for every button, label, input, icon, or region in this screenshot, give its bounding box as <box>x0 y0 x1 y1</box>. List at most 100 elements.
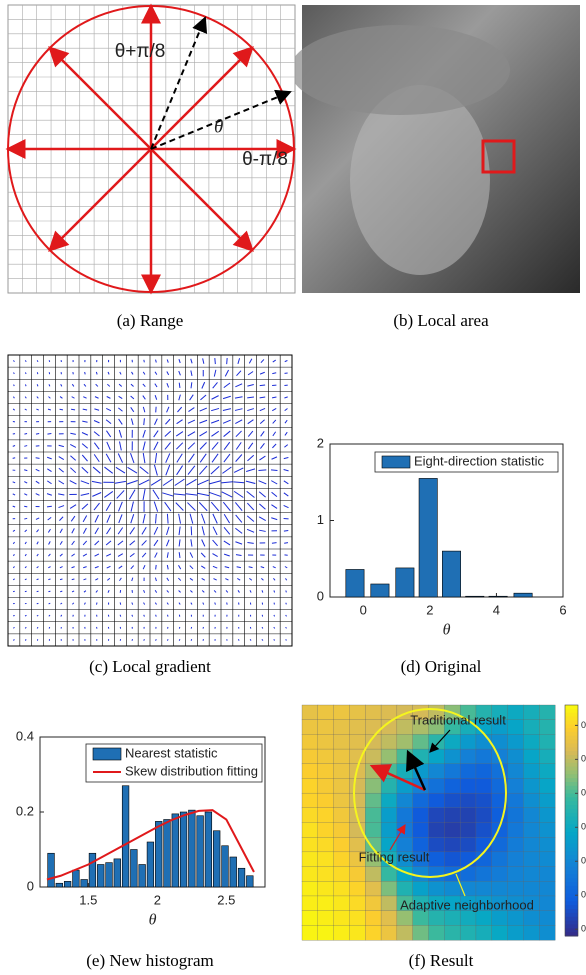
heat-cell <box>349 778 365 793</box>
colorbar-step <box>565 844 578 848</box>
heat-cell <box>318 764 334 779</box>
heat-cell <box>302 705 318 720</box>
colorbar-step <box>565 836 578 840</box>
gradient-arrow <box>37 627 38 628</box>
heat-cell <box>413 867 429 882</box>
colorbar-step <box>565 736 578 740</box>
heat-cell <box>429 911 445 926</box>
heat-cell <box>318 823 334 838</box>
colorbar-step <box>565 921 578 925</box>
colorbar-step <box>565 794 578 798</box>
heat-cell <box>429 808 445 823</box>
heat-cell <box>302 823 318 838</box>
heat-cell <box>334 896 350 911</box>
colorbar-step <box>565 805 578 809</box>
colorbar-step <box>565 801 578 805</box>
heat-cell <box>381 867 397 882</box>
colorbar-step <box>565 763 578 767</box>
bar <box>466 596 484 597</box>
heat-cell <box>381 749 397 764</box>
gradient-arrow <box>179 383 180 388</box>
heat-cell <box>539 734 555 749</box>
colorbar-step <box>565 740 578 744</box>
heat-cell <box>476 793 492 808</box>
heat-cell <box>334 734 350 749</box>
bar <box>131 850 138 888</box>
heat-cell <box>476 867 492 882</box>
heat-cell <box>539 881 555 896</box>
heat-cell <box>365 896 381 911</box>
heat-cell <box>302 925 318 940</box>
bar <box>73 870 80 887</box>
gradient-arrow <box>60 579 62 580</box>
heat-cell <box>381 778 397 793</box>
heat-cell <box>508 749 524 764</box>
colorbar-step <box>565 824 578 828</box>
annotation: Adaptive neighborhood <box>400 897 534 912</box>
gradient-arrow <box>60 409 63 410</box>
heat-cell <box>539 778 555 793</box>
colorbar-step <box>565 813 578 817</box>
gradient-arrow <box>24 518 27 519</box>
caption: (c) Local gradient <box>89 657 211 676</box>
heat-cell <box>523 749 539 764</box>
bar <box>238 868 245 887</box>
x-tick-label: 2 <box>426 602 433 617</box>
gradient-arrow <box>284 543 288 544</box>
gradient-arrow <box>274 590 275 592</box>
gradient-arrow <box>179 639 180 640</box>
heat-cell <box>508 734 524 749</box>
heat-cell <box>492 852 508 867</box>
gradient-arrow <box>215 603 216 605</box>
colorbar-step <box>565 828 578 832</box>
heat-cell <box>508 823 524 838</box>
heat-cell <box>429 837 445 852</box>
bar <box>346 569 364 597</box>
gradient-arrow <box>144 615 145 617</box>
colorbar-step <box>565 890 578 894</box>
colorbar-step <box>565 744 578 748</box>
bar <box>89 853 96 887</box>
heat-cell <box>381 734 397 749</box>
colorbar-tick-label: 0.4 <box>581 822 586 832</box>
heat-cell <box>523 911 539 926</box>
colorbar-step <box>565 851 578 855</box>
bar <box>230 857 237 887</box>
legend-swatch <box>382 456 410 468</box>
heat-cell <box>523 925 539 940</box>
heat-cell <box>460 823 476 838</box>
heat-cell <box>523 808 539 823</box>
heat-cell <box>334 749 350 764</box>
colorbar-step <box>565 917 578 921</box>
bar <box>205 812 212 887</box>
gradient-arrow <box>24 433 27 434</box>
colorbar-step <box>565 847 578 851</box>
heat-cell <box>397 793 413 808</box>
heat-cell <box>365 823 381 838</box>
heat-cell <box>349 705 365 720</box>
heat-cell <box>349 896 365 911</box>
heat-cell <box>429 778 445 793</box>
heat-cell <box>302 852 318 867</box>
heat-cell <box>523 705 539 720</box>
heat-cell <box>381 896 397 911</box>
colorbar-tick-label: 0.6 <box>581 754 586 764</box>
colorbar-step <box>565 755 578 759</box>
heat-cell <box>444 852 460 867</box>
heat-cell <box>444 925 460 940</box>
hat <box>290 25 510 115</box>
heat-cell <box>476 911 492 926</box>
heat-cell <box>318 925 334 940</box>
bar <box>48 853 55 887</box>
bar <box>213 831 220 887</box>
bar <box>147 842 154 887</box>
colorbar-step <box>565 782 578 786</box>
colorbar-tick-label: 0.7 <box>581 720 586 730</box>
heat-cell <box>365 911 381 926</box>
heat-cell <box>397 911 413 926</box>
heat-cell <box>539 793 555 808</box>
colorbar-step <box>565 751 578 755</box>
heat-cell <box>318 793 334 808</box>
bar <box>106 863 113 887</box>
colorbar-step <box>565 901 578 905</box>
